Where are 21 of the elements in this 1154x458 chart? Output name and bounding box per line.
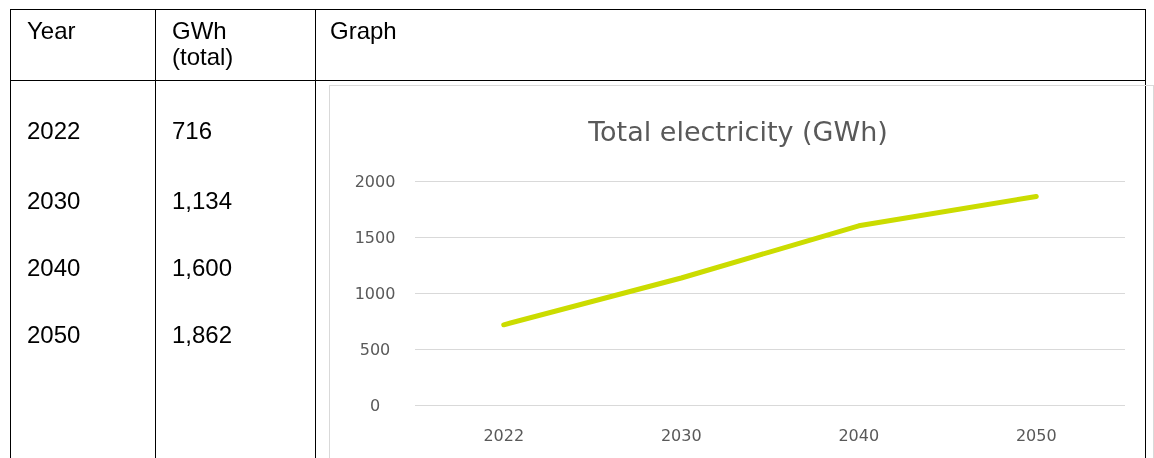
x-tick-label: 2030: [660, 425, 702, 445]
text: 1,600: [172, 254, 233, 281]
text: Year: [27, 17, 76, 44]
text: 1,862: [172, 321, 233, 348]
x-tick-label: 2022: [483, 425, 525, 445]
x-tick-label: 2040: [838, 425, 880, 445]
x-tick-label: 2050: [1015, 425, 1057, 445]
y-tick-label: 1000: [354, 283, 396, 303]
y-tick-label: 2000: [354, 171, 396, 191]
category-label: 2050: [27, 321, 81, 348]
y-tick-label: 0: [369, 395, 381, 415]
category-label: 2030: [27, 187, 81, 214]
category-label: 2022: [27, 117, 81, 144]
chart-title: Total electricity (GWh): [587, 116, 888, 147]
y-tick-label: 500: [359, 339, 391, 359]
y-tick-label: 1500: [354, 227, 396, 247]
text: Graph: [330, 17, 397, 44]
text: 716: [172, 117, 213, 144]
text: 1,134: [172, 187, 233, 214]
category-label: 2040: [27, 254, 81, 281]
text: GWh (total): [172, 17, 235, 70]
